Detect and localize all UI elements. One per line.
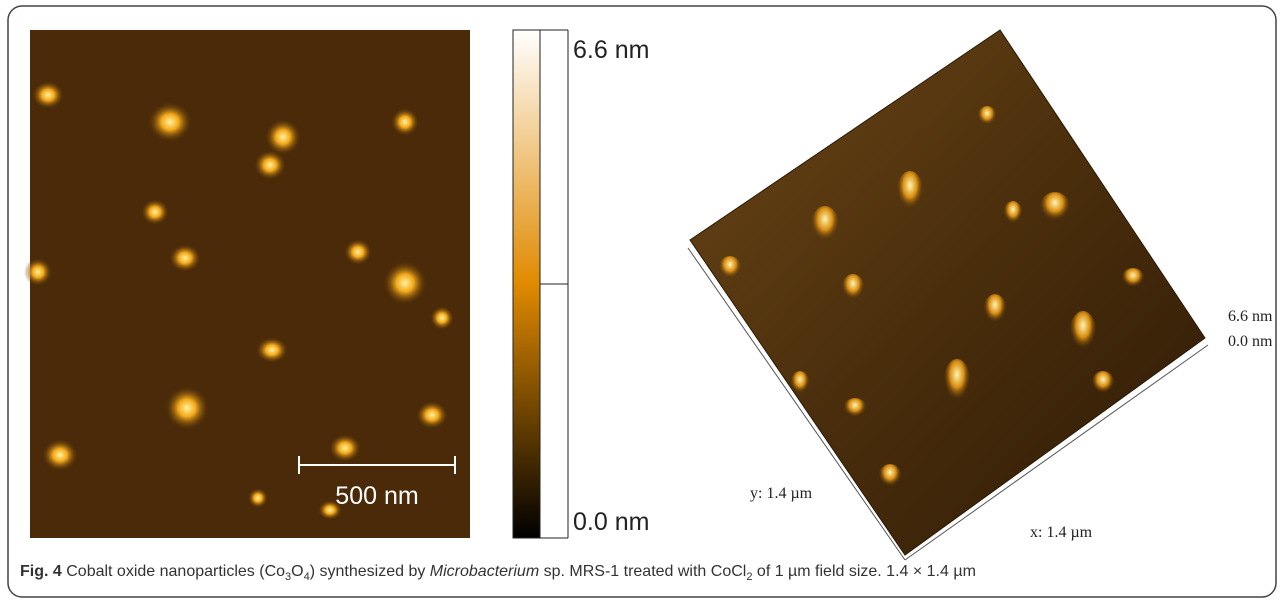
- afm-image: 500 nm: [24, 30, 470, 538]
- caption-text: sp. MRS-1 treated with CoCl: [539, 563, 746, 580]
- caption-italic: Microbacterium: [430, 563, 539, 580]
- page: 500 nm 6.6 nm 0.0 nm 6.6 nm 0.0 nm y: 1.…: [0, 0, 1284, 603]
- z-min-label: 0.0 nm: [1228, 333, 1273, 350]
- z-max-label: 6.6 nm: [1228, 308, 1273, 325]
- colorbar-min-label: 0.0 nm: [573, 508, 649, 536]
- x-axis-label: x: 1.4 µm: [1030, 524, 1093, 541]
- caption: Fig. 4 Cobalt oxide nanoparticles (Co3O4…: [20, 563, 976, 583]
- colorbar-max-label: 6.6 nm: [573, 36, 649, 64]
- caption-text: O: [291, 563, 303, 580]
- y-axis-label: y: 1.4 µm: [750, 485, 813, 502]
- caption-text: of 1 µm field size. 1.4 × 1.4 µm: [752, 563, 975, 580]
- caption-label: Fig. 4: [20, 563, 62, 580]
- caption-text: ) synthesized by: [310, 563, 430, 580]
- caption-text: Cobalt oxide nanoparticles (Co: [66, 563, 285, 580]
- figure: 500 nm 6.6 nm 0.0 nm 6.6 nm 0.0 nm y: 1.…: [0, 0, 1284, 603]
- three-d-view: 6.6 nm 0.0 nm y: 1.4 µm x: 1.4 µm: [688, 30, 1273, 560]
- scale-bar-label: 500 nm: [335, 482, 418, 510]
- colorbar: 6.6 nm 0.0 nm: [513, 30, 649, 538]
